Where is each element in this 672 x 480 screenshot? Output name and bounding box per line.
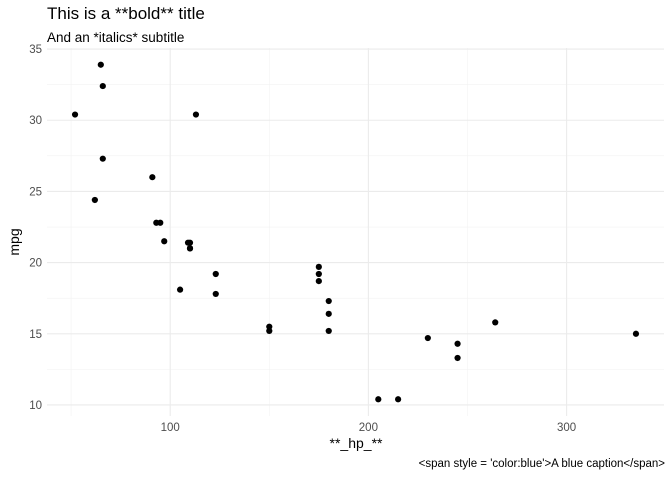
data-point (91, 196, 98, 204)
data-point (492, 319, 499, 326)
data-point (325, 310, 332, 317)
data-point (395, 396, 402, 403)
data-point (325, 297, 332, 305)
y-tick-label: 10 (29, 400, 42, 412)
y-tick-label: 20 (29, 258, 42, 270)
data-point (99, 82, 106, 90)
y-tick-label: 30 (29, 115, 42, 127)
data-point (315, 270, 322, 278)
y-axis-title: mpg (6, 228, 22, 255)
grid-lines (47, 48, 664, 416)
chart-caption: <span style = 'color:blue'>A blue captio… (418, 458, 665, 470)
x-tick-label: 200 (359, 422, 378, 434)
data-point (454, 354, 461, 362)
y-tick-label: 35 (29, 44, 42, 56)
x-axis-title: **_hp_** (330, 435, 383, 451)
data-point (424, 334, 431, 342)
data-point (176, 286, 184, 293)
data-point (71, 111, 79, 118)
data-point (375, 396, 382, 403)
data-point (186, 245, 194, 252)
y-tick-label: 15 (29, 329, 42, 341)
chart-subtitle: And an *italics* subtitle (47, 30, 185, 45)
y-tick-label: 25 (29, 186, 42, 198)
data-point (632, 330, 640, 337)
x-tick-label: 300 (557, 422, 576, 434)
data-point (266, 323, 273, 330)
data-point (161, 238, 168, 245)
tick-labels: 100 200 300 10 15 20 25 30 35 (29, 44, 576, 434)
data-point (97, 61, 104, 68)
data-point (184, 239, 192, 246)
data-point (325, 327, 332, 335)
data-point (454, 340, 461, 347)
data-point (99, 155, 106, 162)
data-point (266, 327, 273, 335)
data-point (315, 263, 322, 270)
data-point (315, 278, 322, 285)
data-point (192, 111, 200, 118)
data-points (71, 61, 640, 403)
chart-title: This is a **bold** title (47, 4, 205, 23)
x-tick-label: 100 (161, 422, 180, 434)
data-point (157, 219, 164, 226)
data-point (149, 174, 156, 181)
data-point (212, 270, 219, 278)
data-point (212, 290, 219, 298)
